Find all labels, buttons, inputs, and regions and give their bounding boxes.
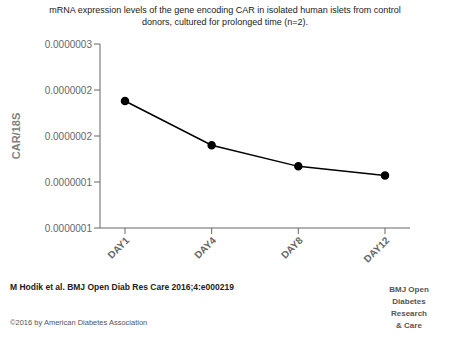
html-text:Research: Research xyxy=(391,309,427,318)
svg-text:0.0000003: 0.0000003 xyxy=(45,39,93,50)
svg-text:DAY4: DAY4 xyxy=(192,234,218,260)
svg-text:CAR/18S: CAR/18S xyxy=(10,113,22,159)
svg-text:0.0000002: 0.0000002 xyxy=(45,85,93,96)
svg-text:0.0000001: 0.0000001 xyxy=(45,223,93,234)
svg-text:DAY1: DAY1 xyxy=(105,234,131,260)
html-text:& Care: & Care xyxy=(396,321,422,330)
html-text:mRNA expression levels of the: mRNA expression levels of the gene encod… xyxy=(49,5,401,15)
html-text:©2016 by American Diabetes Ass: ©2016 by American Diabetes Association xyxy=(10,318,148,327)
html-text:Diabetes: Diabetes xyxy=(392,297,426,306)
html-text:BMJ Open: BMJ Open xyxy=(389,285,429,294)
html-text:M Hodik et al. BMJ Open Diab R: M Hodik et al. BMJ Open Diab Res Care 20… xyxy=(10,282,234,292)
html-text:donors, cultured for prolonged: donors, cultured for prolonged time (n=2… xyxy=(142,17,308,27)
svg-text:DAY8: DAY8 xyxy=(279,234,305,260)
svg-text:0.0000001: 0.0000001 xyxy=(45,177,93,188)
svg-text:0.0000002: 0.0000002 xyxy=(45,131,93,142)
svg-text:DAY12: DAY12 xyxy=(362,234,392,264)
